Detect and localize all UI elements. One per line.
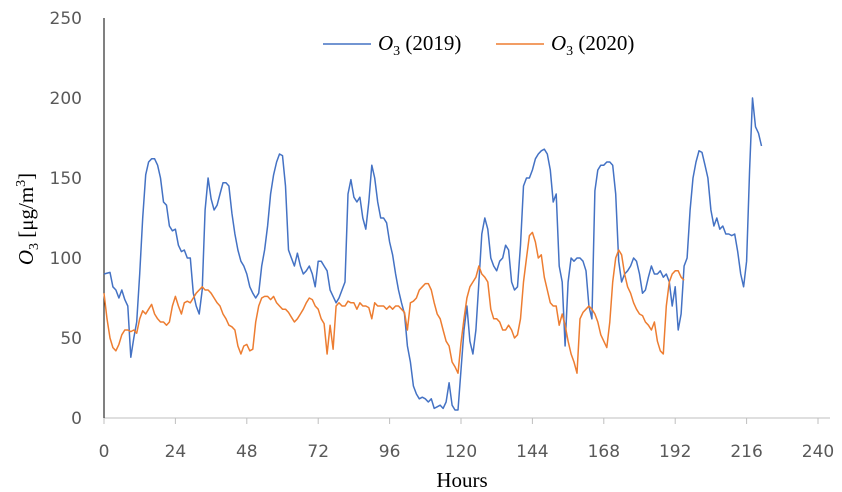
x-tick-label: 48 bbox=[236, 442, 258, 462]
x-tick-label: 24 bbox=[165, 442, 187, 462]
x-tick-label: 192 bbox=[659, 442, 691, 462]
x-tick-label: 216 bbox=[730, 442, 762, 462]
x-axis-title: Hours bbox=[436, 468, 487, 492]
legend-item-2020: O3 (2020) bbox=[496, 31, 634, 59]
x-tick-label: 120 bbox=[445, 442, 477, 462]
series-line-2020 bbox=[103, 231, 685, 374]
y-axis-title-superscript: 3 bbox=[14, 180, 29, 187]
legend-label-2019: O3 (2019) bbox=[378, 31, 461, 59]
y-tick-label: 0 bbox=[71, 409, 82, 429]
y-tick-label: 50 bbox=[60, 329, 82, 349]
y-axis-title-subscript: 3 bbox=[27, 243, 42, 250]
y-axis-title-close: ] bbox=[14, 173, 38, 180]
legend-label-2020: O3 (2020) bbox=[551, 31, 634, 59]
x-axis-tick-labels: 0 24 48 72 96 120 144 168 192 216 240 bbox=[99, 418, 834, 462]
y-axis-title-base: O bbox=[14, 250, 38, 265]
legend-item-2019: O3 (2019) bbox=[323, 31, 461, 59]
y-axis-tick-labels: 0 50 100 150 200 250 bbox=[50, 9, 82, 429]
x-tick-label: 168 bbox=[588, 442, 620, 462]
x-tick-label: 144 bbox=[516, 442, 548, 462]
series-lines bbox=[103, 97, 763, 411]
y-tick-label: 200 bbox=[50, 89, 82, 109]
y-tick-label: 250 bbox=[50, 9, 82, 29]
y-axis-title-unit: [μg/m bbox=[14, 187, 38, 243]
y-axis-title: O3 [μg/m3] bbox=[14, 173, 42, 265]
y-tick-label: 100 bbox=[50, 249, 82, 269]
legend: O3 (2019) O3 (2020) bbox=[323, 31, 634, 59]
y-tick-label: 150 bbox=[50, 169, 82, 189]
x-tick-label: 240 bbox=[802, 442, 834, 462]
x-tick-label: 96 bbox=[379, 442, 401, 462]
x-tick-label: 72 bbox=[307, 442, 329, 462]
series-line-2019 bbox=[103, 97, 763, 411]
x-tick-label: 0 bbox=[99, 442, 110, 462]
